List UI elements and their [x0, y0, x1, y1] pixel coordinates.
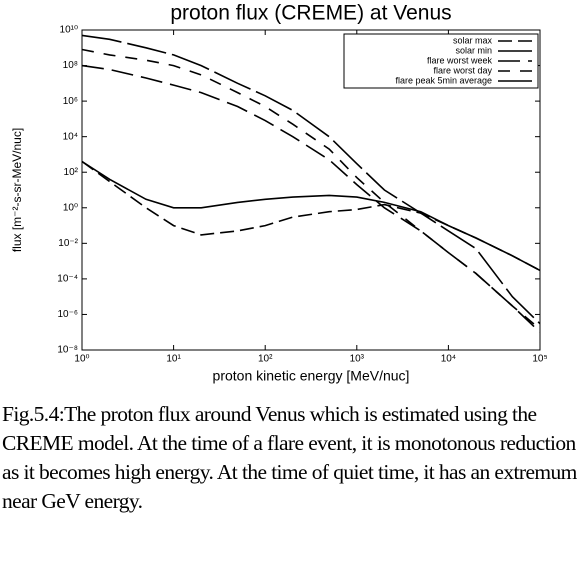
- y-axis-label: flux [m⁻²-s-sr-MeV/nuc]: [10, 128, 24, 252]
- legend-label: solar max: [453, 35, 493, 45]
- x-tick-label: 10⁰: [74, 354, 89, 365]
- caption: Fig.5.4:The proton flux around Venus whi…: [2, 402, 577, 513]
- legend-label: flare worst week: [427, 55, 493, 65]
- y-tick-label: 10⁴: [63, 131, 78, 142]
- series-line: [81, 160, 541, 272]
- x-tick-label: 10³: [350, 354, 365, 365]
- x-tick-label: 10¹: [166, 354, 181, 365]
- y-tick-label: 10²: [64, 167, 79, 178]
- plot-frame: [81, 29, 541, 351]
- y-tick-label: 10¹⁰: [60, 25, 78, 36]
- legend-label: flare worst day: [433, 65, 492, 75]
- legend-label: flare peak 5min average: [395, 75, 492, 85]
- x-axis-label: proton kinetic energy [MeV/nuc]: [213, 368, 410, 384]
- y-tick-label: 10⁻²: [58, 238, 78, 249]
- x-tick-label: 10²: [258, 354, 273, 365]
- series-line: [81, 160, 541, 272]
- series-line: [81, 48, 541, 330]
- legend-label: solar min: [455, 45, 492, 55]
- y-tick-label: 10⁰: [63, 202, 78, 213]
- x-tick-label: 10⁴: [441, 354, 456, 365]
- y-tick-label: 10⁸: [63, 60, 78, 71]
- chart: proton flux (CREME) at Venus proton kine…: [10, 2, 547, 384]
- series-line: [81, 34, 541, 325]
- chart-title: proton flux (CREME) at Venus: [170, 2, 451, 25]
- y-tick-label: 10⁶: [63, 96, 78, 107]
- y-tick-label: 10⁻⁴: [57, 274, 78, 285]
- x-tick-label: 10⁵: [532, 354, 547, 365]
- series-line: [81, 64, 541, 333]
- y-tick-label: 10⁻⁸: [57, 345, 78, 356]
- y-tick-label: 10⁻⁶: [57, 309, 78, 320]
